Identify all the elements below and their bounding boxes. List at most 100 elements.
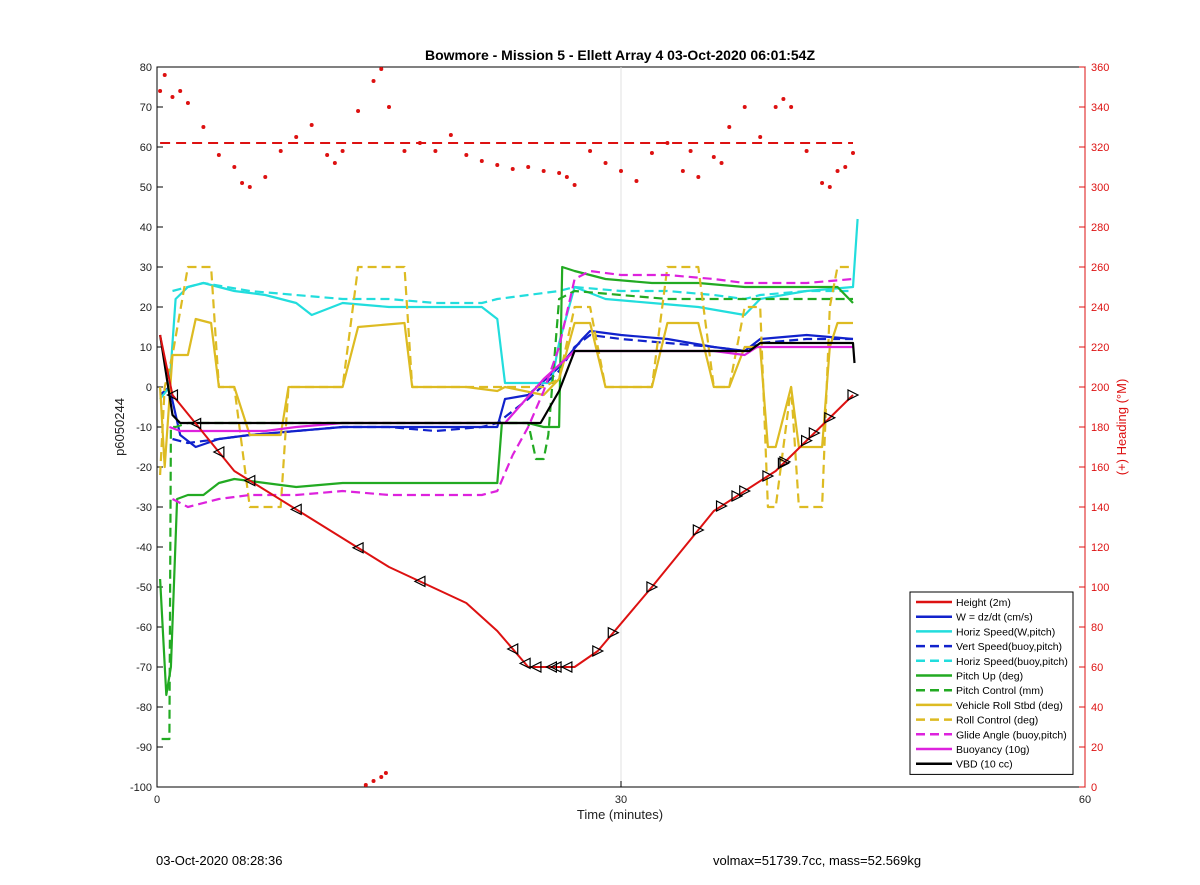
- climb-marker: [715, 500, 728, 512]
- heading-point: [356, 109, 361, 113]
- y-tick-label: 10: [140, 342, 152, 354]
- y-right-tick-label: 60: [1091, 662, 1103, 674]
- dive-marker: [413, 575, 426, 588]
- y-right-tick-label: 240: [1091, 302, 1109, 314]
- legend-label: Vert Speed(buoy,pitch): [956, 641, 1062, 653]
- series-line-horiz-speed-w-pitch: [159, 218, 859, 400]
- heading-point: [162, 73, 167, 77]
- series-line-roll-control-deg: [159, 265, 853, 509]
- legend-label: Pitch Control (mm): [956, 685, 1044, 697]
- legend-label: Pitch Up (deg): [956, 671, 1023, 683]
- y-tick-label: -100: [130, 782, 152, 794]
- legend-label: Horiz Speed(W,pitch): [956, 626, 1055, 638]
- series-line-pitch-control-mm: [161, 289, 853, 741]
- heading-point: [479, 159, 484, 163]
- chart-title: Bowmore - Mission 5 - Ellett Array 4 03-…: [425, 47, 816, 63]
- y-right-tick-label: 0: [1091, 782, 1097, 794]
- x-tick-label: 60: [1079, 794, 1091, 806]
- heading-point: [742, 105, 747, 109]
- heading-point: [526, 165, 531, 169]
- heading-point: [340, 149, 345, 153]
- heading-point: [727, 125, 732, 129]
- heading-point: [417, 141, 422, 145]
- series-layer: [158, 67, 859, 787]
- heading-point: [464, 153, 469, 157]
- climb-marker: [607, 626, 620, 639]
- y-tick-label: -50: [136, 582, 152, 594]
- heading-point: [371, 79, 376, 83]
- y-tick-label: -90: [136, 742, 152, 754]
- climb-marker: [808, 427, 821, 439]
- heading-point: [170, 95, 175, 99]
- y-tick-label: -10: [136, 422, 152, 434]
- y-right-tick-label: 180: [1091, 422, 1109, 434]
- dive-marker: [189, 417, 202, 430]
- heading-outlier-point: [379, 775, 384, 779]
- dive-marker: [243, 474, 256, 487]
- y-tick-label: -60: [136, 622, 152, 634]
- heading-point: [247, 185, 252, 189]
- marker-layer: [166, 389, 860, 673]
- x-tick-label: 30: [615, 794, 627, 806]
- heading-point: [541, 169, 546, 173]
- dive-marker: [545, 661, 558, 673]
- climb-marker: [779, 455, 792, 468]
- heading-outlier-point: [363, 783, 368, 787]
- heading-point: [789, 105, 794, 109]
- climb-marker: [646, 581, 659, 593]
- y-right-tick-label: 200: [1091, 382, 1109, 394]
- y-tick-label: -70: [136, 662, 152, 674]
- legend-label: Horiz Speed(buoy,pitch): [956, 656, 1068, 668]
- legend-label: VBD (10 cc): [956, 759, 1013, 771]
- date-annotation: 03-Oct-2020 08:28:36: [156, 853, 283, 868]
- heading-outlier-point: [371, 779, 376, 783]
- heading-point: [572, 183, 577, 187]
- y-axis-right-label: (+) Heading (°M): [1114, 379, 1129, 476]
- dive-marker: [518, 657, 531, 670]
- legend-label: Glide Angle (buoy,pitch): [956, 729, 1067, 741]
- heading-point: [448, 133, 453, 137]
- heading-point: [827, 185, 832, 189]
- y-right-tick-label: 220: [1091, 342, 1109, 354]
- heading-point: [773, 105, 778, 109]
- heading-point: [564, 175, 569, 179]
- heading-point: [619, 169, 623, 173]
- heading-outlier-point: [383, 771, 388, 775]
- y-tick-label: 70: [140, 102, 152, 114]
- climb-marker: [824, 411, 837, 424]
- heading-point: [433, 149, 438, 153]
- heading-point: [603, 161, 608, 165]
- heading-point: [158, 89, 163, 93]
- y-right-tick-label: 260: [1091, 262, 1109, 274]
- dive-marker: [560, 661, 573, 673]
- heading-point: [240, 181, 245, 185]
- legend: Height (2m) W = dz/dt (cm/s) Horiz Speed(W…: [909, 591, 1074, 775]
- heading-point: [781, 97, 786, 101]
- dive-marker: [289, 503, 302, 516]
- y-right-tick-label: 20: [1091, 742, 1103, 754]
- y-tick-label: -80: [136, 702, 152, 714]
- series-line-vehicle-roll-stbd-deg: [159, 317, 853, 469]
- heading-point: [688, 149, 693, 153]
- heading-point: [495, 163, 500, 167]
- heading-point: [278, 149, 283, 153]
- volmax-mass-annotation: volmax=51739.7cc, mass=52.569kg: [713, 853, 922, 868]
- heading-point: [294, 135, 299, 139]
- y-tick-label: 60: [140, 142, 152, 154]
- climb-marker: [847, 389, 860, 401]
- y-tick-label: -30: [136, 502, 152, 514]
- climb-marker: [692, 524, 705, 536]
- y-right-tick-label: 360: [1091, 62, 1109, 74]
- heading-point: [510, 167, 515, 171]
- heading-point: [851, 151, 855, 155]
- heading-point: [588, 149, 593, 153]
- heading-point: [232, 165, 237, 169]
- heading-point: [804, 149, 809, 153]
- y-right-tick-label: 120: [1091, 542, 1109, 554]
- heading-point: [263, 175, 268, 179]
- y-tick-label: 0: [146, 382, 152, 394]
- heading-point: [711, 155, 716, 159]
- series-line-vbd-10-cc: [159, 334, 856, 425]
- y-tick-label: 80: [140, 62, 152, 74]
- dive-marker: [212, 446, 225, 458]
